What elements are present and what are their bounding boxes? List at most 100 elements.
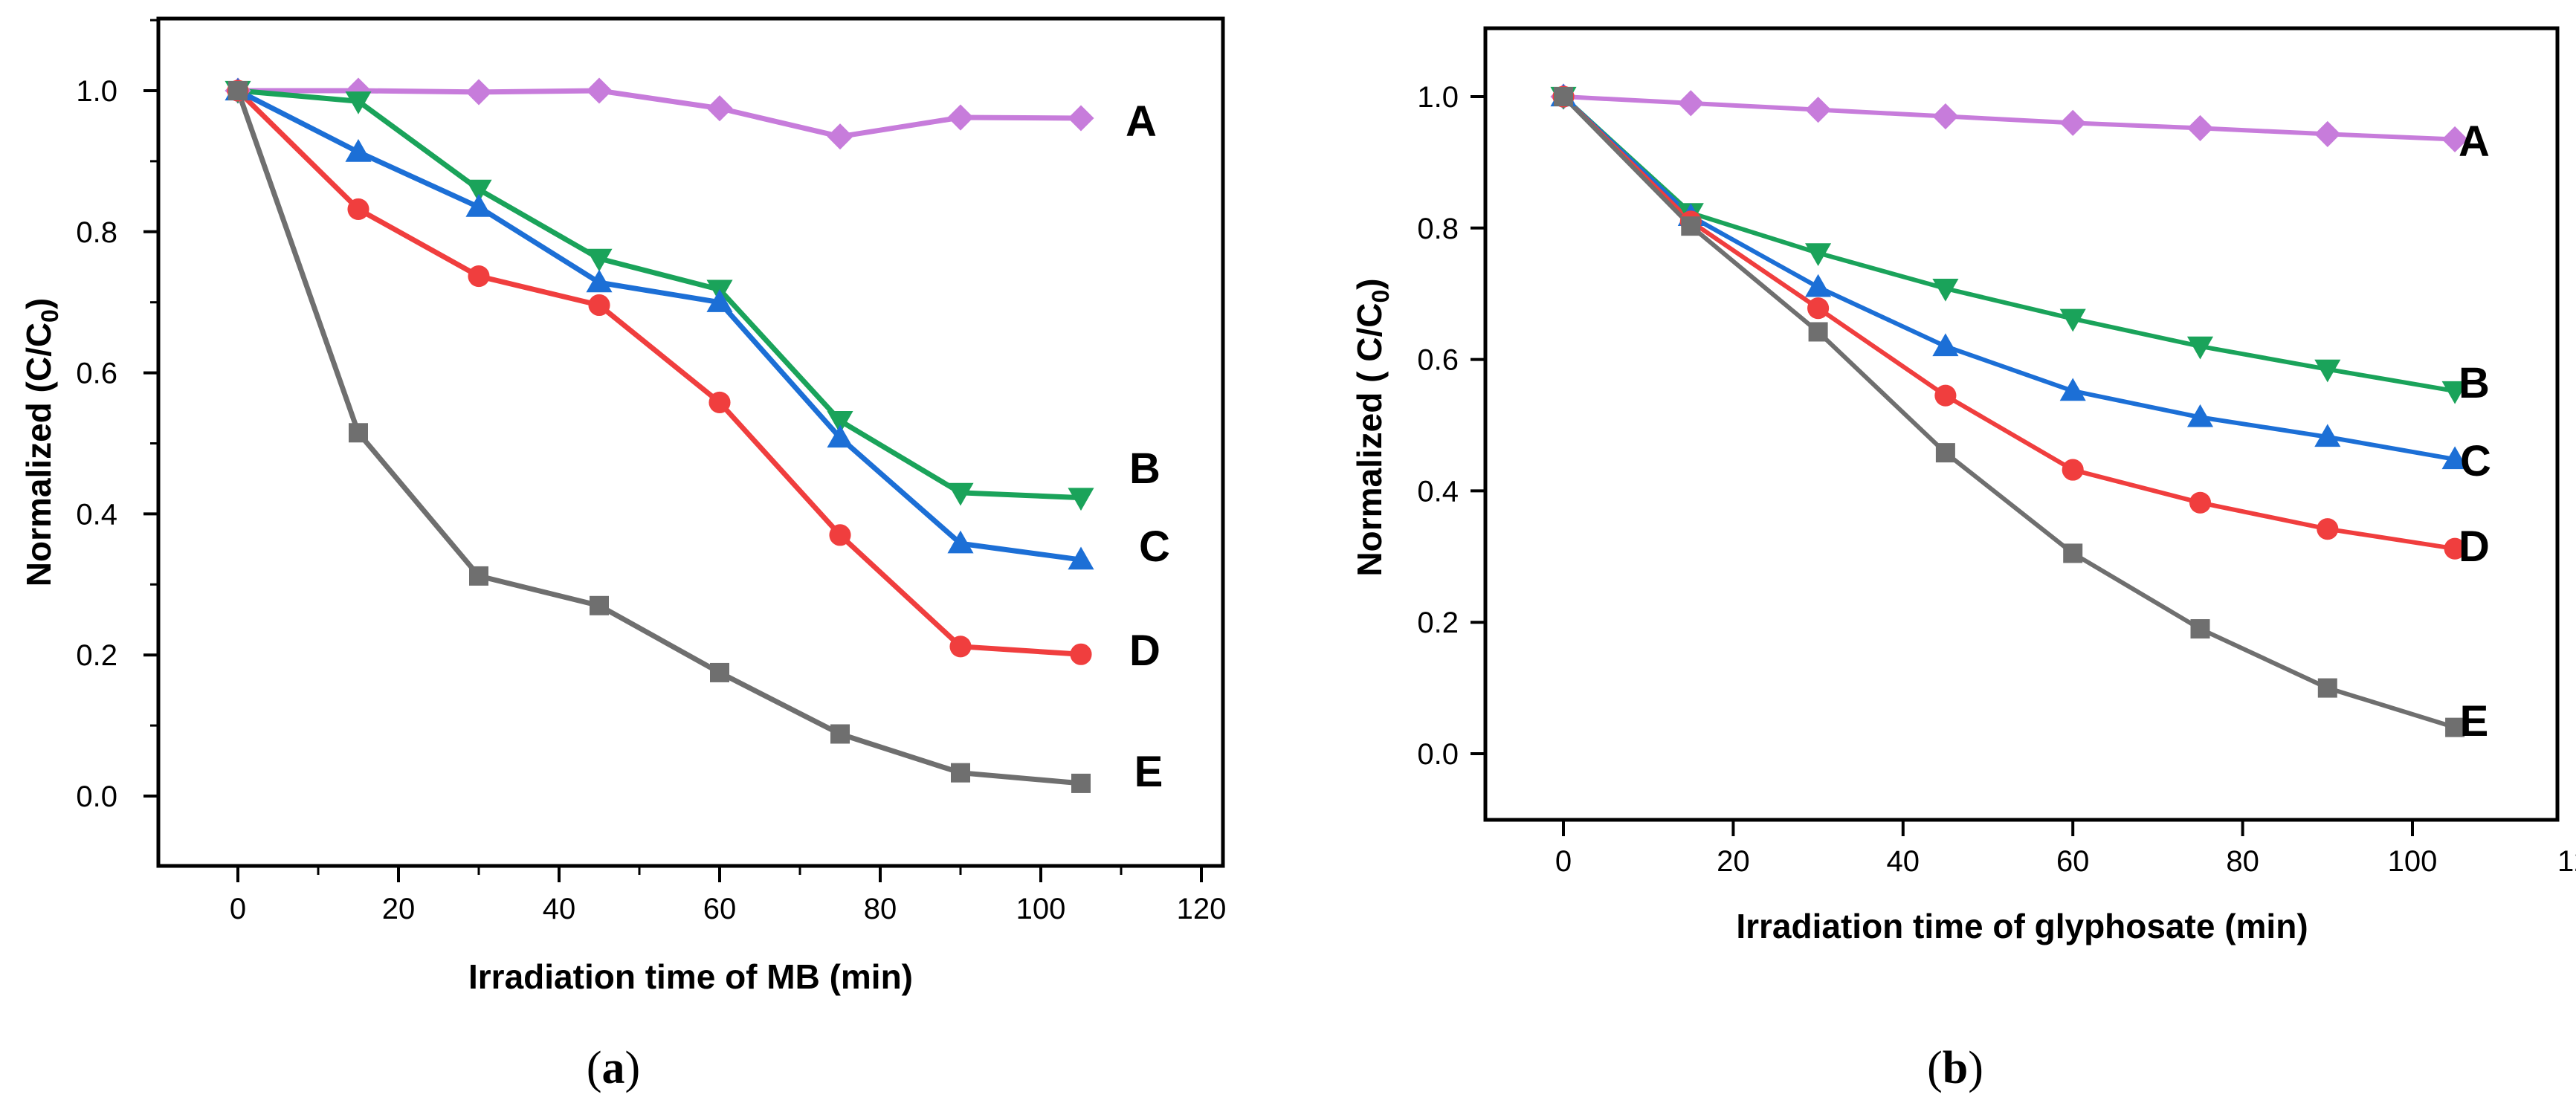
panel-b-x-tick-label: 80 [2226,845,2259,878]
panel-a-x-tick-label: 20 [382,893,416,925]
panel-a-series-d-point [829,524,851,546]
panel-a-series-c-label: C [1139,523,1170,571]
panel-a-y-tick-label: 0.0 [76,780,117,813]
panel-b-series-d-point [2189,491,2212,514]
panel-a-series-e-point [469,566,488,586]
panel-b-series-e-label: E [2460,697,2489,746]
panel-a-series-a-point [1068,105,1094,132]
panel-a-series-d-label: D [1129,627,1161,675]
panel-a-series-b-label: B [1129,444,1161,493]
panel-a-series-d-point [468,265,490,288]
panel-a-series-b-point [465,179,492,203]
panel-a-ticks [143,19,1203,882]
panel-b-series-c-point [2441,446,2468,470]
panel-b-series-a-point [1805,97,1832,123]
panel-b-tick-labels: 0 20 40 60 80 100 120 0.0 0.2 0.4 0.6 0.8 1.0 [1417,81,2576,878]
panel-b-y-axis-title: Normalized ( C/C0) [1350,278,1394,576]
panel-b-y-tick-label: 0.0 [1417,738,1459,771]
panel-b-series-a-point [1932,103,1959,130]
panel-a-series-d-point [949,636,972,658]
panel-b-series-e-line [1561,94,2458,730]
panel-b-y-tick-label: 0.8 [1417,213,1459,245]
panel-a-x-tick-label: 0 [230,893,246,925]
panel-b-series-e-point [2190,619,2210,639]
panel-a-x-axis-title: Irradiation time of MB (min) [468,957,913,996]
panel-a-letter: a [602,1043,625,1093]
panel-a-series-a-point [706,95,733,122]
panel-a-series-e-point [590,595,609,615]
panel-b-series-b-label: B [2459,359,2490,407]
panel-b-y-tick-label: 1.0 [1417,81,1459,114]
panel-a-y-tick-label: 0.4 [76,498,117,531]
panel-b-series-e-point [1554,87,1573,106]
panel-a-series-c-point [827,424,853,448]
panel-a-series [225,77,1094,793]
panel-b-x-tick-label: 0 [1555,845,1572,878]
panel-b-x-tick-label: 120 [2557,845,2576,878]
panel-a-series-e-point [1071,773,1091,793]
panel-a-x-tick-label: 100 [1016,893,1066,925]
panel-a-series-e-point [349,423,368,443]
panel-a-y-tick-label: 0.8 [76,216,117,249]
panel-b-series-d-line [1561,94,2458,552]
panel-a-series-a-point [586,77,613,104]
panel-a-label: (a) [587,1043,640,1093]
panel-a-series-b-point [947,482,974,506]
panel-a-series-c-line [235,88,1084,563]
panel-a-series-e-point [830,724,850,744]
panel-a-series-c-point [1068,546,1094,570]
panel-a-series-b-point [827,410,853,434]
panel-a-x-tick-label: 120 [1177,893,1227,925]
panel-a-series-e-label: E [1134,748,1163,796]
panel-a-series-c-point [586,269,613,293]
panel-a-series-b-point [345,91,372,114]
panel-b-series-b-point [2314,359,2341,383]
panel-a-series-c-point [947,530,974,554]
panel-b-series-d-point [2062,459,2084,481]
panel-b-x-tick-label: 60 [2056,845,2090,878]
panel-a-series-e-point [710,662,729,682]
panel-b-series-b-point [1805,243,1832,266]
panel-b-series-d-label: D [2459,523,2490,571]
panel-b-series-d-point [1807,297,1830,320]
panel-a-x-tick-label: 40 [543,893,576,925]
panel-b-series-b-point [2186,336,2214,360]
panel-b-series-e-point [1808,322,1828,342]
panel-b-series [1550,83,2468,737]
panel-a-y-tick-label: 0.2 [76,639,117,672]
panel-b-series-b-point [2441,381,2468,404]
panel-b-series-a-point [2186,114,2214,141]
panel-a-series-b-point [1068,488,1094,511]
panel-a-series-d-point [1070,643,1092,665]
panel-a-series-c-point [465,194,492,217]
panel-b-series-a-line [1561,94,2458,142]
panel-a-series-a-line [235,88,1084,140]
panel-a-series-labels: A BC D E [1126,97,1170,796]
panel-b-label: (b) [1927,1043,1983,1093]
panel-a-y-axis-title: Normalized (C/C0) [19,298,63,586]
panel-b-series-d-point [1934,384,1957,407]
panel-a-series-a-label: A [1126,97,1157,146]
panel-a-series-c-point [706,289,733,312]
panel-b-series-c-point [1932,333,1959,357]
panel-a-series-a-point [465,79,492,106]
panel-b-ticks [1471,95,2414,836]
panel-b-x-axis-title: Irradiation time of glyphosate (min) [1736,907,2308,945]
panel-b-series-c-point [2186,404,2214,427]
panel-b-series-a-label: A [2459,117,2490,166]
panel-a-x-tick-label: 60 [703,893,737,925]
panel-b-series-c-line [1561,94,2458,462]
panel-b-series-c-point [2314,424,2341,447]
panel-a-series-a-point [947,104,974,131]
panel-b-plot-frame [1483,26,2560,822]
panel-b-series-a-point [2441,126,2468,153]
panel-b-series-b-point [2059,308,2086,332]
panel-a-tick-labels: 0 20 40 60 80 100 120 0.0 0.2 0.4 0.6 0.8 1.0 [76,75,1226,925]
panel-b-series-e-point [1681,216,1701,236]
panel-a-x-tick-label: 80 [864,893,897,925]
panel-b-series-c-point [2059,378,2086,401]
panel-a-series-d-line [235,88,1084,657]
panel-a-series-e-point [228,81,248,100]
